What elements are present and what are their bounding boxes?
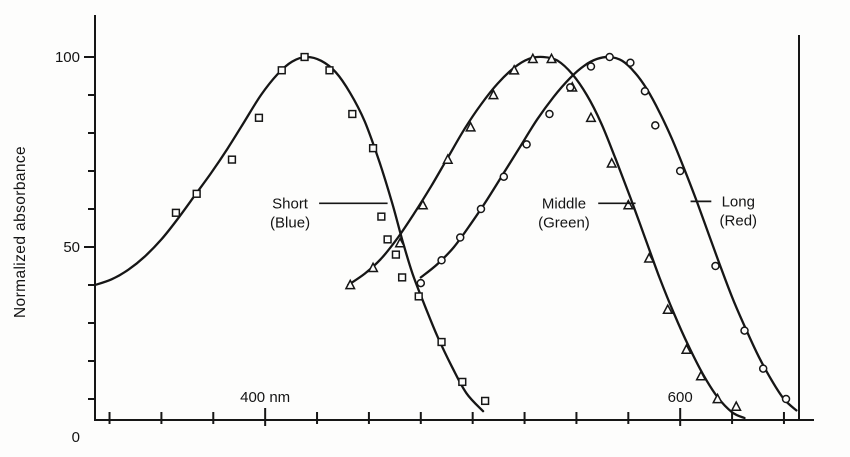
triangle-marker (465, 121, 477, 132)
circle-marker (711, 261, 720, 271)
annotation-short-blue: Short (Blue) (270, 195, 388, 231)
square-marker (192, 189, 201, 198)
circle-marker (640, 86, 650, 96)
markers-middle-green (344, 52, 742, 411)
annotation-text-line1: Long (722, 193, 755, 210)
curve-labels: Short (Blue) Middle (Green) Long (Red) (270, 193, 757, 231)
triangle-marker (508, 64, 520, 75)
circle-marker (565, 83, 575, 92)
tick-labels: 400 nm 600 0 50 100 (55, 49, 693, 446)
annotation-text-line1: Short (272, 195, 309, 212)
circle-marker (605, 52, 614, 62)
triangle-marker (662, 303, 674, 315)
square-marker (368, 144, 378, 153)
triangle-marker (585, 111, 597, 123)
circle-marker (675, 166, 685, 176)
triangle-marker (417, 198, 429, 210)
triangle-marker (527, 52, 539, 64)
curve-short-blue (93, 55, 485, 413)
circle-marker (476, 204, 486, 214)
square-marker (437, 337, 446, 347)
markers-long-red (416, 52, 791, 404)
circle-marker (781, 394, 791, 404)
y-tick-label: 0 (72, 429, 80, 446)
triangle-marker (606, 157, 618, 168)
x-tick-label: 400 nm (240, 389, 290, 406)
square-marker (171, 208, 181, 217)
circle-marker (499, 172, 509, 181)
square-marker (383, 235, 392, 244)
annotation-middle-green: Middle (Green) (538, 195, 636, 231)
circle-marker (416, 278, 426, 288)
square-marker (458, 377, 467, 387)
triangle-marker (622, 198, 634, 210)
triangle-marker (344, 278, 356, 290)
triangle-marker (367, 261, 379, 273)
x-tick-label: 600 (668, 389, 693, 406)
triangle-marker (442, 153, 454, 164)
axes (94, 15, 814, 421)
triangle-marker (394, 236, 406, 248)
triangle-marker (695, 369, 707, 381)
circle-marker (437, 256, 446, 265)
circle-marker (626, 58, 635, 67)
triangle-marker (680, 343, 692, 354)
circle-marker (545, 109, 554, 119)
triangle-marker (643, 252, 655, 263)
annotation-text-line2: (Green) (538, 214, 590, 231)
circle-marker (758, 364, 768, 373)
y-tick-label: 100 (55, 49, 80, 66)
axis-ticks (84, 56, 785, 426)
annotation-text-line1: Middle (542, 195, 586, 212)
square-marker (325, 66, 334, 75)
triangle-marker (487, 88, 499, 100)
square-marker (300, 52, 309, 62)
circle-marker (586, 62, 596, 71)
annotation-text-line2: (Red) (720, 212, 758, 229)
curve-middle-green (347, 55, 746, 420)
square-marker (480, 396, 490, 406)
y-axis-label: Normalized absorbance (12, 146, 29, 318)
square-marker (254, 113, 264, 122)
triangle-marker (712, 392, 724, 404)
triangle-marker (730, 400, 742, 411)
triangle-marker (545, 52, 558, 64)
circle-marker (522, 140, 531, 149)
square-marker (414, 292, 423, 301)
markers-short-blue (171, 52, 490, 406)
square-marker (391, 250, 401, 259)
square-marker (277, 66, 286, 75)
square-marker (227, 155, 237, 164)
spectral-curves (93, 55, 798, 420)
circle-marker (651, 121, 660, 130)
square-marker (377, 212, 386, 221)
circle-marker (740, 326, 749, 335)
square-marker (397, 273, 407, 282)
square-marker (348, 109, 357, 119)
annotation-long-red: Long (Red) (690, 193, 758, 229)
circle-marker (455, 233, 465, 242)
annotation-text-line2: (Blue) (270, 214, 310, 231)
data-markers (171, 52, 791, 411)
y-tick-label: 50 (63, 239, 80, 256)
